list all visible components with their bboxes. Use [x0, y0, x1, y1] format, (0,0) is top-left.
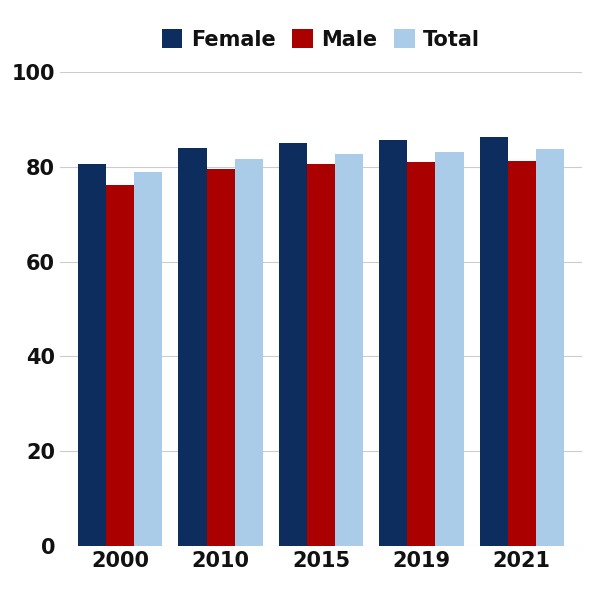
Bar — [436, 152, 464, 546]
Bar — [508, 161, 536, 546]
Bar — [335, 154, 363, 546]
Legend: Female, Male, Total: Female, Male, Total — [154, 21, 488, 58]
Bar — [106, 185, 134, 546]
Bar — [279, 143, 307, 546]
Bar — [479, 137, 508, 546]
Bar — [235, 159, 263, 546]
Bar — [178, 148, 206, 546]
Bar — [206, 169, 235, 546]
Bar — [379, 140, 407, 546]
Bar — [78, 164, 106, 546]
Bar — [407, 162, 436, 546]
Bar — [134, 172, 163, 546]
Bar — [536, 149, 564, 546]
Bar — [307, 164, 335, 546]
